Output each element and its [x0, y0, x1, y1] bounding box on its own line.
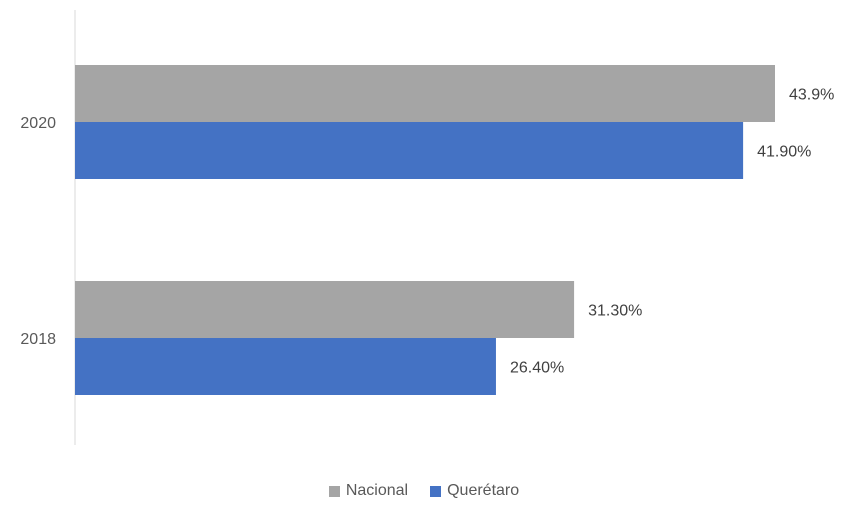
data-label-quer-taro-2018: 26.40%	[510, 360, 564, 377]
bar-quer-taro-2020	[75, 122, 744, 179]
category-label-2020: 2020	[20, 115, 56, 132]
data-label-nacional-2018: 31.30%	[588, 303, 642, 320]
data-label-nacional-2020: 43.9%	[789, 87, 834, 104]
legend: Nacional Querétaro	[0, 480, 848, 502]
legend-item-nacional: Nacional	[328, 482, 409, 500]
bar-nacional-2018	[75, 281, 575, 338]
category-label-2018: 2018	[20, 331, 56, 348]
data-label-quer-taro-2020: 41.90%	[757, 144, 811, 161]
bar-nacional-2020	[75, 65, 775, 122]
legend-label-nacional: Nacional	[345, 482, 409, 499]
bar-quer-taro-2018	[75, 338, 496, 395]
legend-label-queretaro: Querétaro	[447, 482, 520, 499]
legend-item-queretaro: Querétaro	[430, 482, 519, 500]
legend-swatch-nacional	[328, 485, 340, 497]
legend-swatch-queretaro	[430, 485, 442, 497]
